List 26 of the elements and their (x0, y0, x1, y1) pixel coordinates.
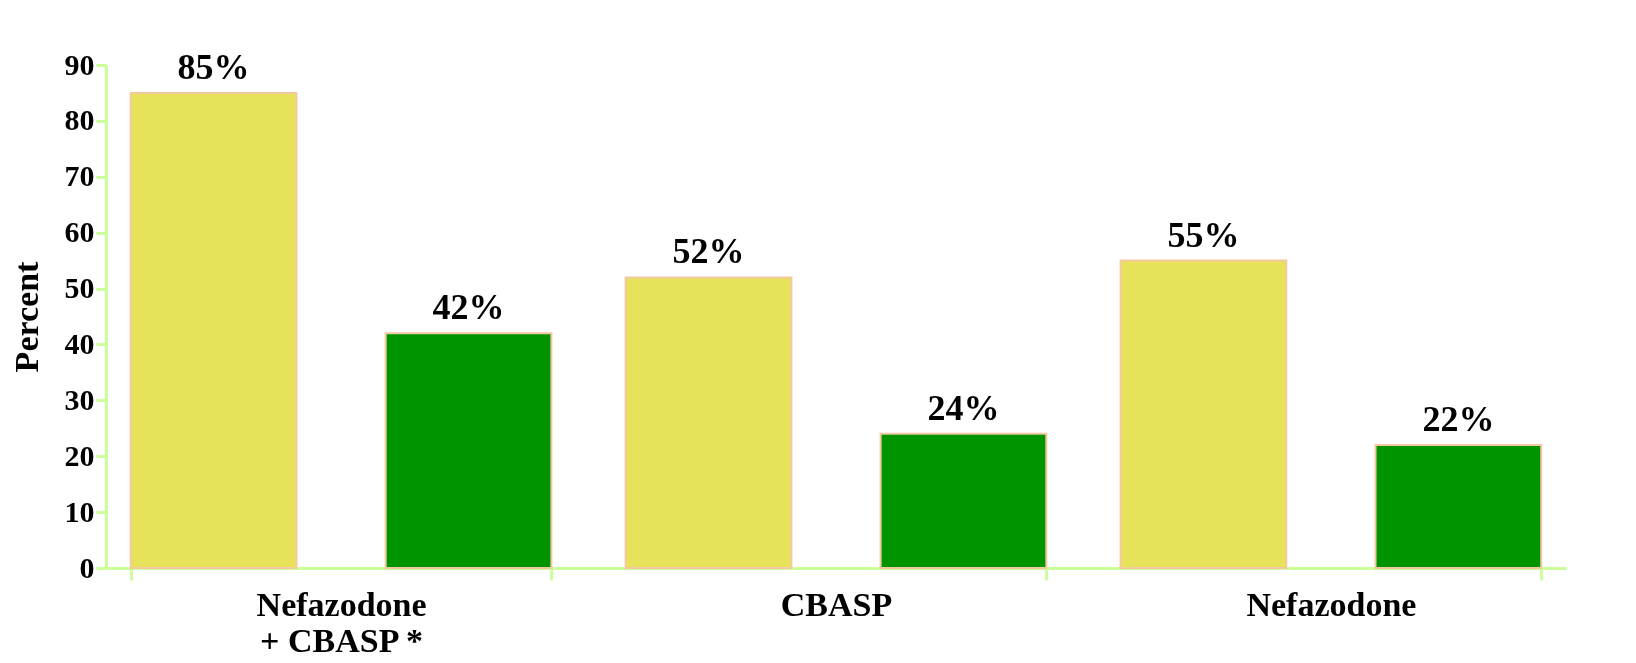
data-label: 55% (1167, 214, 1240, 255)
bar (879, 432, 1048, 569)
x-tick-label: Nefazodone (1246, 585, 1417, 623)
bar (129, 91, 298, 569)
y-tick-label: 70 (64, 159, 95, 193)
data-label: 52% (672, 231, 745, 272)
y-tick-label: 10 (64, 494, 95, 528)
y-tick-label: 40 (64, 326, 95, 360)
data-label: 42% (432, 287, 505, 328)
bar (1374, 444, 1543, 569)
y-axis-title: Percent (7, 260, 45, 373)
data-label: 85% (177, 46, 250, 87)
x-tick-label: CBASP (780, 585, 893, 623)
x-tick-label: Nefazodone + CBASP * (256, 585, 427, 659)
bar (1119, 259, 1288, 569)
data-label: 24% (927, 387, 1000, 428)
y-tick-label: 80 (64, 103, 95, 137)
y-tick-label: 60 (64, 215, 95, 249)
bar (384, 332, 553, 569)
y-tick-label: 20 (64, 438, 95, 472)
y-tick-label: 50 (64, 271, 95, 305)
bar (624, 276, 793, 569)
y-tick-label: 30 (64, 382, 95, 416)
data-label: 22% (1422, 399, 1495, 440)
y-tick-label: 0 (79, 550, 95, 584)
y-tick-label: 90 (64, 47, 95, 81)
